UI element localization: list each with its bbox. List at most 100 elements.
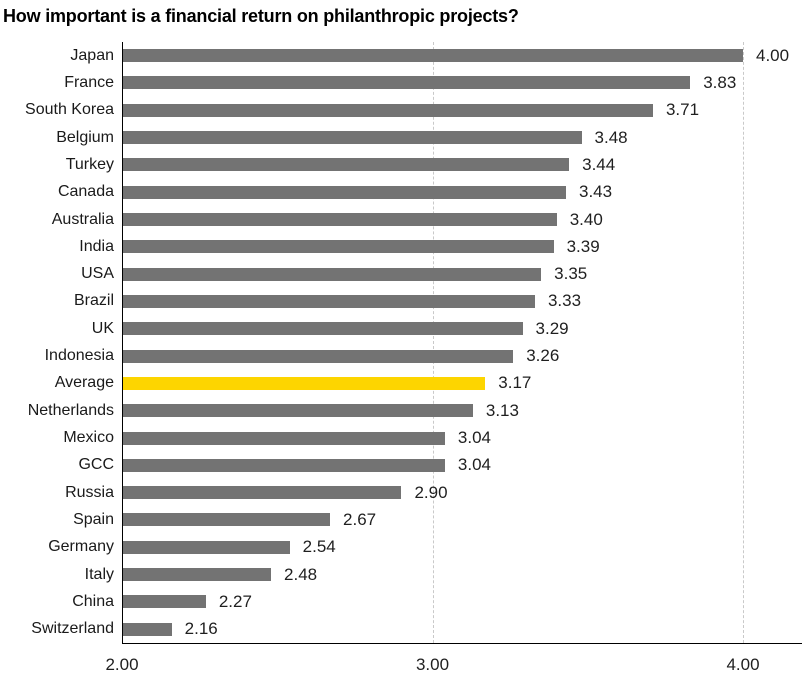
bar — [122, 431, 445, 445]
bar-row: Brazil 3.33 — [0, 288, 802, 315]
bar-row: Germany 2.54 — [0, 534, 802, 561]
value-label: 3.71 — [665, 100, 700, 120]
category-label: Belgium — [56, 128, 114, 146]
bar-area: 3.13 — [122, 401, 802, 421]
bar-row: Japan 4.00 — [0, 42, 802, 69]
bar-row: Canada 3.43 — [0, 179, 802, 206]
bar-area: 2.67 — [122, 510, 802, 530]
value-label: 2.67 — [343, 509, 377, 529]
bar-row: USA 3.35 — [0, 261, 802, 288]
value-label: 2.27 — [218, 591, 252, 611]
value-label: 3.83 — [703, 72, 737, 92]
bar — [122, 158, 570, 172]
bar — [122, 185, 566, 199]
bar-row: Turkey 3.44 — [0, 151, 802, 178]
value-label: 3.04 — [457, 428, 491, 448]
bar-area: 3.33 — [122, 291, 802, 311]
bar-row: Spain 2.67 — [0, 506, 802, 533]
category-label: South Korea — [25, 101, 114, 119]
x-tick-label: 4.00 — [726, 655, 760, 674]
bar-row: GCC 3.04 — [0, 452, 802, 479]
bar-row: Switzerland 2.16 — [0, 616, 802, 643]
bar — [122, 267, 542, 281]
gridline — [743, 42, 744, 643]
value-label: 3.43 — [579, 182, 613, 202]
bar — [122, 568, 272, 582]
x-tick-label: 2.00 — [105, 655, 139, 674]
bar-area: 2.90 — [122, 483, 802, 503]
value-label: 2.54 — [302, 537, 336, 557]
bar-area: 3.43 — [122, 182, 802, 202]
value-label: 2.48 — [284, 564, 318, 584]
bar-row: Netherlands 3.13 — [0, 397, 802, 424]
bar — [122, 349, 514, 363]
value-label: 3.48 — [594, 127, 628, 147]
value-label: 3.40 — [569, 209, 603, 229]
category-label: Turkey — [65, 155, 114, 173]
bar-area: 3.35 — [122, 264, 802, 284]
bar-area: 3.04 — [122, 428, 802, 448]
category-label: Mexico — [63, 429, 114, 447]
bar-row: Indonesia 3.26 — [0, 342, 802, 369]
value-label: 3.13 — [485, 400, 519, 420]
bar-area: 3.04 — [122, 455, 802, 475]
x-axis-line — [122, 643, 802, 644]
bar — [122, 513, 331, 527]
category-label: France — [64, 73, 114, 91]
bar-area: 3.40 — [122, 210, 802, 230]
bar-row: Belgium 3.48 — [0, 124, 802, 151]
value-label: 3.17 — [498, 373, 532, 393]
category-label: Indonesia — [44, 347, 114, 365]
bar — [122, 294, 535, 308]
bar — [122, 131, 582, 145]
gridline — [432, 42, 434, 643]
bar — [122, 103, 653, 117]
category-label: Russia — [65, 483, 114, 501]
bar-area: 3.83 — [122, 73, 802, 93]
bar — [122, 76, 691, 90]
value-label: 4.00 — [756, 45, 790, 65]
bar-area: 3.39 — [122, 237, 802, 257]
category-label: China — [72, 592, 114, 610]
category-label: Germany — [48, 538, 114, 556]
bar-area: 2.54 — [122, 537, 802, 557]
value-label: 3.33 — [547, 291, 582, 311]
bar-area: 3.71 — [122, 100, 802, 120]
category-label: India — [79, 237, 114, 255]
bar — [122, 49, 743, 63]
category-label: Netherlands — [27, 401, 114, 419]
category-label: GCC — [78, 456, 114, 474]
bar-row: Italy 2.48 — [0, 561, 802, 588]
bar — [122, 322, 523, 336]
bar — [122, 240, 554, 254]
value-label: 3.44 — [582, 154, 616, 174]
bar-row: Australia 3.40 — [0, 206, 802, 233]
bar — [122, 376, 486, 390]
bar-area: 2.16 — [122, 619, 802, 639]
bar — [122, 595, 206, 609]
bar-row: Russia 2.90 — [0, 479, 802, 506]
bar — [122, 486, 402, 500]
bar-row: Mexico 3.04 — [0, 424, 802, 451]
bar — [122, 540, 290, 554]
bar — [122, 404, 473, 418]
x-axis-ticks: 2.00 3.00 4.00 — [0, 655, 802, 679]
bar-chart-plot: Japan 4.00 France 3.83 South Korea 3.71 … — [0, 42, 802, 644]
value-label: 2.90 — [414, 482, 448, 502]
bar-rows: Japan 4.00 France 3.83 South Korea 3.71 … — [0, 42, 802, 643]
category-label: Australia — [51, 210, 114, 228]
bar-area: 3.44 — [122, 155, 802, 175]
bar-area: 3.17 — [122, 373, 802, 393]
value-label: 3.04 — [457, 455, 491, 475]
category-label: UK — [91, 319, 114, 337]
bar-area: 3.29 — [122, 319, 802, 339]
category-label: Spain — [73, 510, 114, 528]
bar-row: South Korea 3.71 — [0, 97, 802, 124]
bar-area: 2.48 — [122, 565, 802, 585]
category-label: Average — [54, 374, 114, 392]
bar — [122, 622, 172, 636]
bar-area: 3.48 — [122, 128, 802, 148]
bar-area: 3.26 — [122, 346, 802, 366]
category-label: Canada — [57, 183, 114, 201]
